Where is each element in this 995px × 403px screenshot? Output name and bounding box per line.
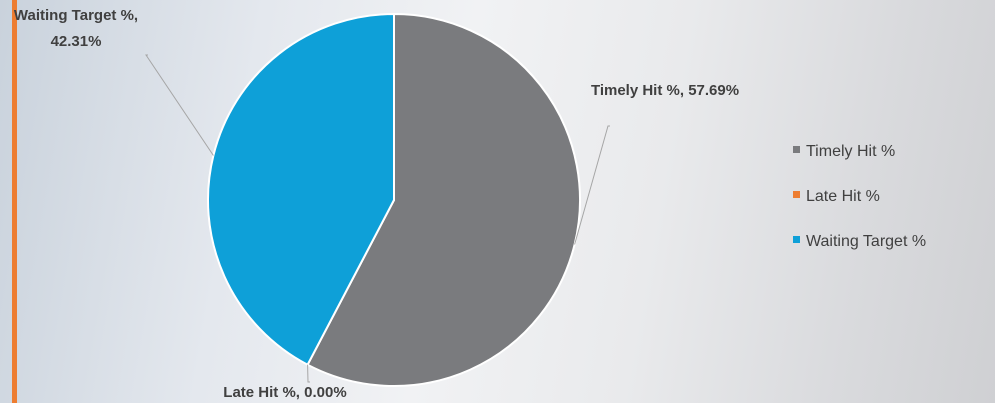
legend-item: Timely Hit % [793, 143, 895, 161]
legend-item: Late Hit % [793, 188, 880, 206]
pie-slice [306, 12, 581, 387]
leader-line [574, 125, 610, 245]
legend-swatch [793, 191, 800, 199]
legend-label: Waiting Target % [806, 233, 927, 250]
pie-slice [207, 12, 395, 367]
legend-swatch [793, 146, 800, 154]
accent-stripe [12, 0, 17, 403]
legend-label: Timely Hit % [806, 143, 896, 160]
legend-item: Waiting Target % [793, 233, 926, 251]
data-label: Waiting Target %, 42.31% [13, 7, 139, 50]
leader-line [145, 54, 214, 156]
legend-label: Late Hit % [806, 188, 880, 205]
legend-swatch [793, 236, 800, 244]
leader-line [307, 364, 310, 383]
data-label: Timely Hit %, 57.69% [590, 82, 740, 99]
data-label: Late Hit %, 0.00% [223, 384, 347, 401]
